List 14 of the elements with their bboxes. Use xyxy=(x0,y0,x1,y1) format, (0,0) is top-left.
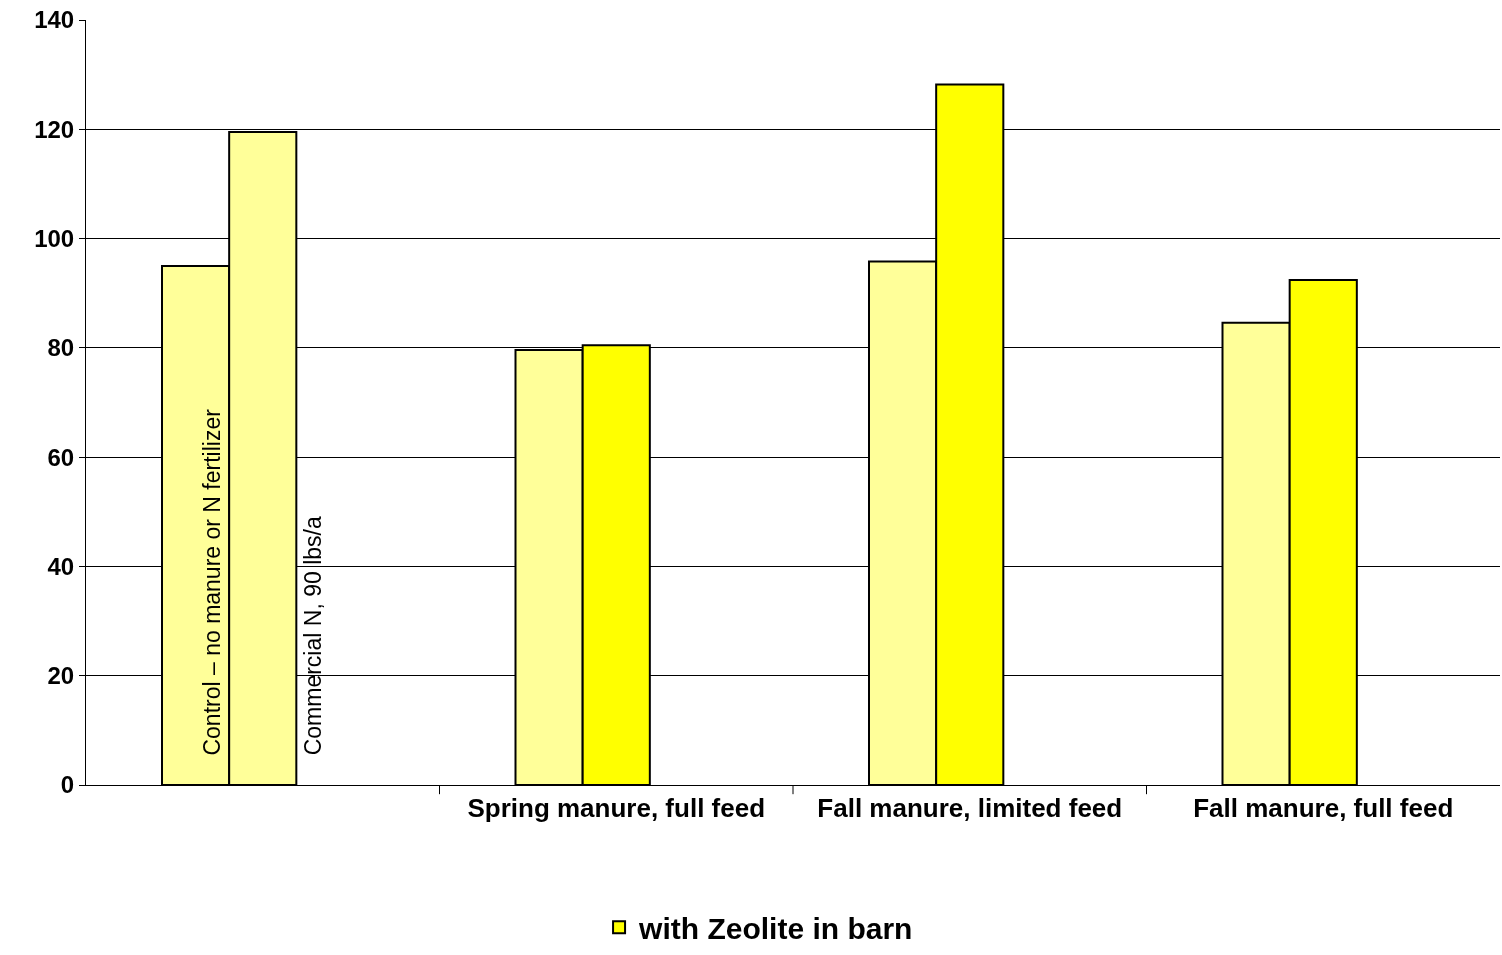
x-tick-label: Fall manure, full feed xyxy=(1193,793,1454,824)
y-tick-label: 20 xyxy=(47,662,75,690)
y-tick-label: 140 xyxy=(34,6,75,34)
annotation: Commercial N, 90 lbs/a xyxy=(299,516,326,756)
y-tick-label: 120 xyxy=(34,115,75,143)
x-tick-label: Spring manure, full feed xyxy=(467,793,766,824)
y-tick-label: 0 xyxy=(60,771,75,799)
legend-label: with Zeolite in barn xyxy=(638,911,913,945)
annotation: Control – no manure or N fertilizer xyxy=(199,408,226,756)
y-tick-label: 100 xyxy=(34,224,75,252)
x-tick-label: Fall manure, limited feed xyxy=(817,793,1123,824)
y-tick-label: 80 xyxy=(47,334,75,362)
y-tick-label: 40 xyxy=(47,552,75,580)
y-tick-label: 60 xyxy=(47,443,75,471)
